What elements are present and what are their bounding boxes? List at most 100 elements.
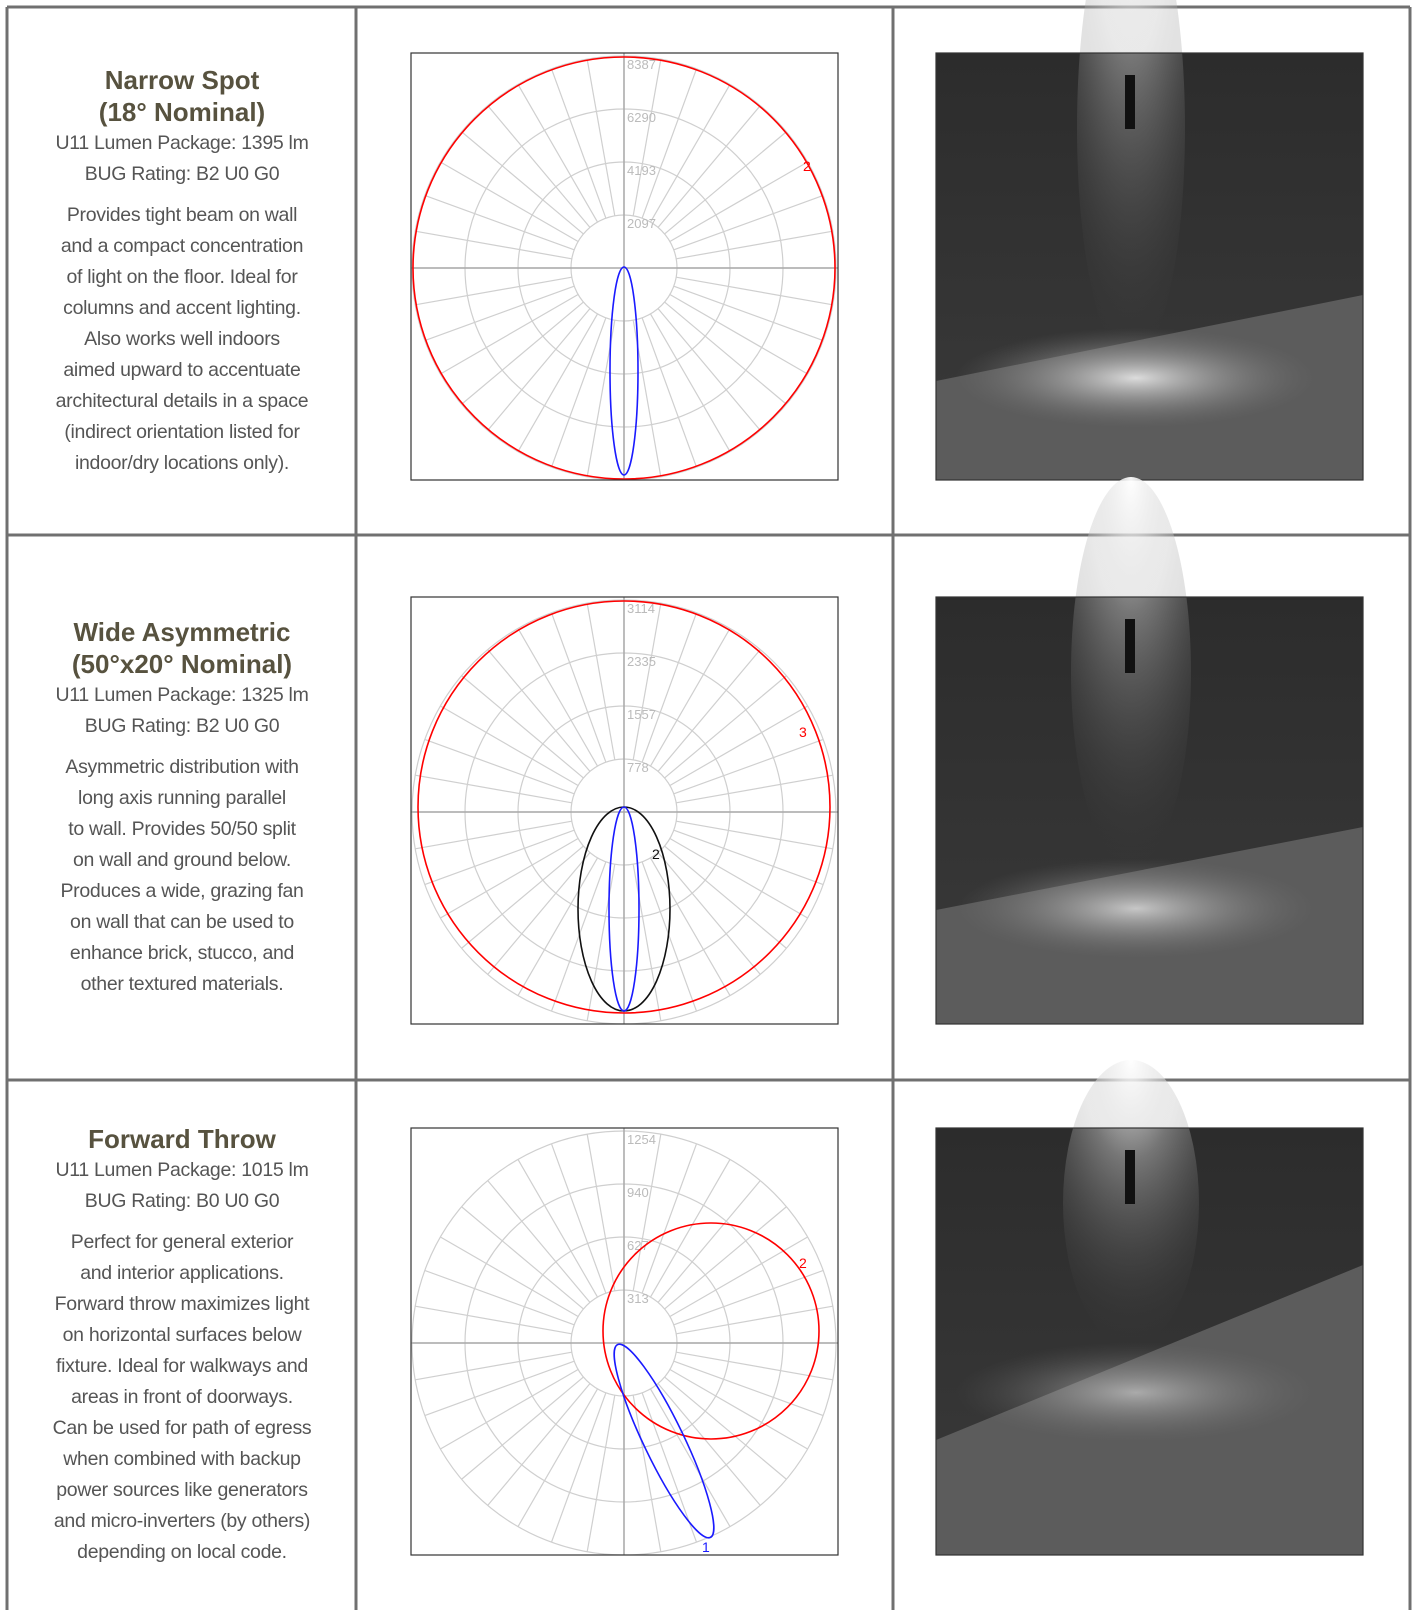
polar-spoke (550, 1143, 607, 1294)
polar-spoke (415, 774, 572, 804)
polar-spoke (461, 1376, 584, 1480)
polar-spoke (550, 861, 607, 1012)
floor-pool (956, 1342, 1316, 1443)
polar-spoke (440, 1368, 579, 1450)
polar-tick-label: 313 (627, 1291, 649, 1306)
description-line: of light on the floor. Ideal for (66, 265, 298, 288)
polar-spoke (632, 1395, 662, 1552)
polar-spoke (586, 603, 616, 760)
polar-spoke (673, 1360, 824, 1417)
polar-spoke (424, 829, 575, 886)
beam-title: Narrow Spot (104, 64, 260, 95)
polar-spoke (586, 1395, 616, 1552)
description-line: long axis running parallel (78, 786, 286, 809)
description-cell: Narrow Spot (18° Nominal) U11 Lumen Packag… (8, 7, 356, 535)
polar-tick-label: 1557 (627, 707, 656, 722)
curve-label: 2 (799, 1255, 807, 1271)
polar-spoke (461, 845, 584, 949)
lumen-package: U11 Lumen Package: 1395 lm (55, 131, 309, 154)
polar-spoke (657, 1383, 761, 1506)
beam-rendering (935, 477, 1364, 1025)
beam-rendering (935, 0, 1364, 481)
polar-spoke (487, 1383, 591, 1506)
polar-spoke (632, 1134, 662, 1291)
plot-frame (410, 52, 839, 481)
polar-spoke (657, 308, 761, 431)
polar-spoke (676, 230, 833, 260)
description-line: on horizontal surfaces below (62, 1323, 302, 1346)
description-line: (indirect orientation listed for (64, 420, 300, 443)
polar-spoke (673, 829, 824, 886)
polar-spoke (517, 84, 599, 223)
polar-spoke (676, 774, 833, 804)
beam-title: (50°x20° Nominal) (71, 648, 293, 679)
plot-area: 3114 2335 1557 778 3 2 (411, 597, 838, 1024)
polar-spoke (461, 1206, 584, 1310)
polar-spoke (487, 852, 591, 975)
description-line: Also works well indoors (84, 327, 280, 350)
description-line: enhance brick, stucco, and (69, 941, 295, 964)
polar-spoke (550, 68, 607, 219)
polar-spoke (517, 313, 599, 452)
polar-spoke (586, 1134, 616, 1291)
curve-label: 2 (652, 846, 660, 862)
wall-beam (1077, 0, 1185, 362)
polar-spoke (424, 738, 575, 795)
polar-spoke (664, 675, 787, 779)
polar-spoke (424, 1360, 575, 1417)
polar-spoke (669, 1368, 808, 1450)
description-line: Provides tight beam on wall (66, 203, 298, 226)
description-line: other textured materials. (80, 972, 284, 995)
description: Provides tight beam on wall and a compact… (56, 200, 309, 479)
polar-spoke (669, 705, 808, 787)
description-cell: Forward Throw U11 Lumen Package: 1015 lm B… (8, 1080, 356, 1610)
polar-spoke (632, 59, 662, 216)
polar-tick-label: 778 (627, 760, 649, 775)
polar-spoke (673, 285, 824, 342)
description-line: on wall and ground below. (73, 848, 291, 871)
lumen-package: U11 Lumen Package: 1015 lm (55, 1158, 309, 1181)
polar-spoke (657, 1180, 761, 1303)
polar-tick-label: 1254 (627, 1132, 656, 1147)
polar-spoke (664, 1376, 787, 1480)
polar-spoke (649, 1159, 731, 1298)
polar-spoke (664, 131, 787, 235)
polar-spoke (649, 84, 731, 223)
polar-plot: 1254 940 627 313 2 1 (410, 1127, 839, 1556)
description-line: columns and accent lighting. (63, 296, 301, 319)
polar-tick-label: 940 (627, 1185, 649, 1200)
render-frame (935, 52, 1364, 481)
polar-spoke (440, 837, 579, 919)
description-line: areas in front of doorways. (71, 1385, 293, 1408)
borders (5, 5, 1412, 1610)
polar-spoke (461, 131, 584, 235)
description-line: to wall. Provides 50/50 split (68, 817, 296, 840)
polar-spoke (424, 1269, 575, 1326)
beam-title: Wide Asymmetric (73, 616, 291, 647)
polar-spoke (641, 1143, 698, 1294)
polar-tick-label: 2097 (627, 216, 656, 231)
plot-area: 8387 6290 4193 2097 2 (411, 53, 838, 480)
polar-spoke (649, 857, 731, 996)
description-line: Produces a wide, grazing fan (60, 879, 304, 902)
polar-spoke (649, 628, 731, 767)
polar-spoke (586, 864, 616, 1021)
polar-spoke (664, 301, 787, 405)
polar-spoke (676, 1351, 833, 1381)
floor-pool (956, 858, 1316, 959)
curve-label: 2 (803, 158, 811, 174)
polar-spoke (424, 285, 575, 342)
bug-rating: BUG Rating: B2 U0 G0 (84, 714, 280, 737)
polar-spoke (673, 194, 824, 251)
polar-spoke (641, 317, 698, 468)
polar-spoke (676, 1305, 833, 1335)
polar-tick-label: 4193 (627, 163, 656, 178)
polar-spoke (664, 845, 787, 949)
polar-tick-label: 3114 (627, 601, 655, 616)
description: Asymmetric distribution with long axis ru… (60, 752, 303, 1000)
description: Perfect for general exterior and interior… (53, 1227, 312, 1568)
polar-spoke (424, 194, 575, 251)
polar-spoke (487, 649, 591, 772)
